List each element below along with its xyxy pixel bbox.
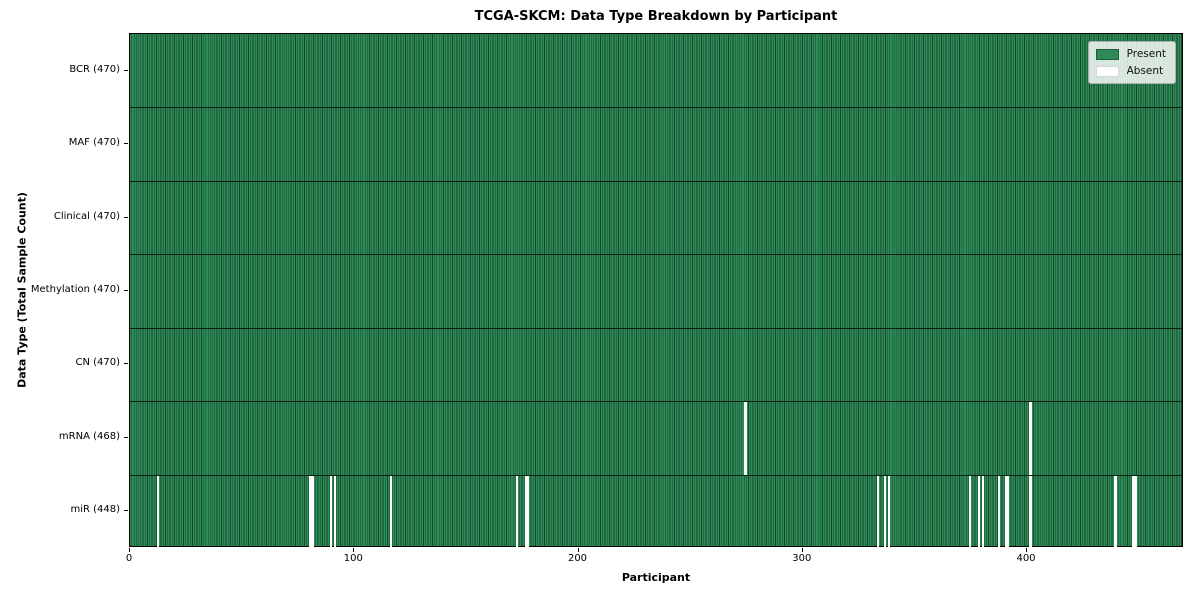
x-tick-label-400: 400: [1016, 553, 1036, 564]
absent-cell-miR-80: [309, 475, 312, 548]
x-tick-mark: [1026, 548, 1027, 552]
legend: Present Absent: [1087, 41, 1176, 84]
absent-cell-miR-89: [329, 475, 332, 548]
absent-cell-miR-81: [311, 475, 314, 548]
absent-cell-miR-172: [515, 475, 519, 548]
legend-item-present: Present: [1095, 48, 1166, 60]
absent-cell-miR-177: [526, 475, 530, 548]
absent-cell-miR-439: [1114, 475, 1117, 548]
x-tick-label-200: 200: [567, 553, 588, 564]
row-divider: [130, 327, 1182, 329]
row-label-BCR: BCR (470): [69, 63, 120, 75]
present-swatch: [1095, 48, 1119, 60]
absent-cell-miR-12: [156, 475, 160, 548]
y-tick-mark: [124, 510, 128, 512]
absent-cell-miR-116: [390, 475, 393, 548]
absent-swatch: [1095, 65, 1119, 77]
x-tick-label-100: 100: [343, 553, 363, 564]
legend-label-absent: Absent: [1126, 65, 1164, 77]
absent-cell-miR-176: [524, 475, 527, 548]
chart-title: TCGA-SKCM: Data Type Breakdown by Partic…: [474, 9, 838, 24]
y-tick-mark: [124, 290, 128, 291]
absent-cell-miR-380: [982, 475, 985, 548]
row-label-CN: CN (470): [75, 357, 120, 369]
legend-label-present: Present: [1126, 48, 1166, 60]
y-tick-mark: [124, 69, 128, 71]
row-label-Methylation: Methylation (470): [30, 284, 120, 295]
y-tick-mark: [124, 143, 128, 145]
y-tick-mark: [124, 216, 128, 218]
x-tick-label-300: 300: [792, 553, 812, 564]
y-tick-mark: [124, 363, 128, 365]
absent-cell-mRNA-401: [1029, 402, 1032, 475]
absent-cell-miR-333: [876, 475, 880, 548]
plot-area: Present Absent: [129, 33, 1183, 548]
x-axis-label: Participant: [621, 571, 691, 584]
x-tick-mark: [577, 548, 579, 552]
row-divider: [130, 254, 1182, 256]
absent-cell-miR-374: [968, 475, 971, 548]
absent-cell-miR-401: [1029, 475, 1032, 548]
absent-cell-mRNA-274: [744, 402, 747, 475]
row-label-Clinical: Clinical (470): [53, 210, 120, 222]
y-tick-mark: [124, 436, 128, 438]
absent-cell-miR-447: [1132, 475, 1135, 548]
x-tick-label-0: 0: [125, 553, 133, 564]
absent-cell-miR-391: [1006, 475, 1010, 548]
row-label-MAF: MAF (470): [68, 137, 120, 149]
absent-cell-miR-448: [1134, 475, 1137, 548]
absent-cell-miR-91: [334, 475, 337, 548]
absent-cell-miR-336: [883, 475, 886, 548]
row-divider: [130, 474, 1182, 476]
absent-cell-miR-387: [997, 475, 1001, 548]
absent-cell-miR-390: [1004, 475, 1007, 548]
row-divider: [130, 401, 1182, 403]
row-divider: [130, 180, 1182, 182]
row-label-miR: miR (448): [70, 504, 120, 516]
x-tick-mark: [129, 548, 130, 552]
row-divider: [130, 107, 1182, 109]
absent-cell-miR-338: [887, 475, 891, 548]
absent-cell-miR-378: [977, 475, 980, 548]
x-tick-mark: [353, 548, 355, 552]
row-label-mRNA: mRNA (468): [58, 430, 120, 442]
x-tick-mark: [801, 548, 803, 552]
legend-item-absent: Absent: [1095, 65, 1166, 77]
